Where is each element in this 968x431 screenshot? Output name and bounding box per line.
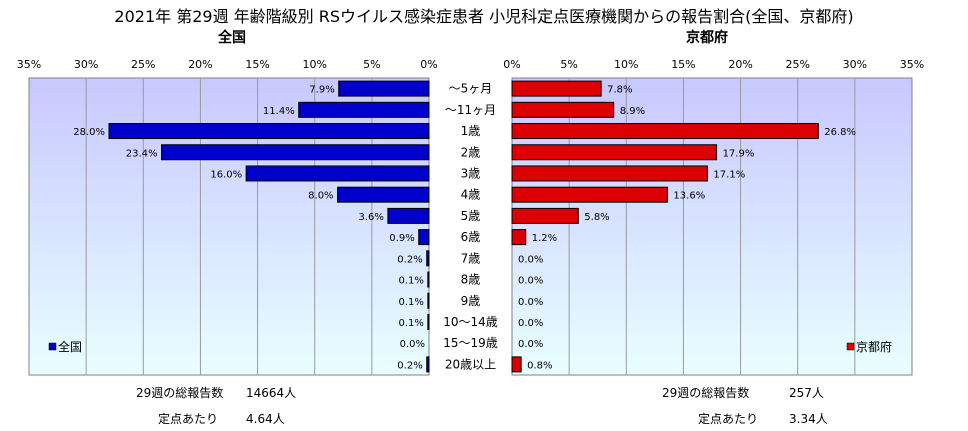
kyoto-value-label: 26.8% bbox=[824, 127, 856, 138]
category-label: 10～14歳 bbox=[443, 315, 498, 329]
kyoto-value-label: 0.0% bbox=[518, 276, 543, 287]
kyoto-bar bbox=[511, 356, 522, 373]
nation-value-label: 0.1% bbox=[398, 318, 423, 329]
kyoto-legend-label: 京都府 bbox=[856, 339, 892, 354]
kyoto-tick-label: 0% bbox=[503, 58, 520, 71]
nation-tick-label: 10% bbox=[302, 58, 326, 71]
kyoto-bar bbox=[511, 186, 668, 203]
nation-value-label: 3.6% bbox=[358, 212, 383, 223]
kyoto-per-value: 3.34人 bbox=[789, 412, 828, 426]
kyoto-value-label: 0.0% bbox=[518, 297, 543, 308]
category-label: ～5ヶ月 bbox=[449, 82, 493, 96]
nation-tick-label: 0% bbox=[420, 58, 437, 71]
nation-plot-area bbox=[28, 77, 430, 376]
nation-value-label: 7.9% bbox=[309, 85, 334, 96]
kyoto-value-label: 8.9% bbox=[620, 106, 645, 117]
nation-bar bbox=[108, 123, 430, 140]
category-label: 5歳 bbox=[461, 209, 481, 223]
kyoto-tick-label: 35% bbox=[900, 58, 924, 71]
nation-chart-title: 全国 bbox=[218, 30, 246, 46]
category-label: 4歳 bbox=[461, 188, 481, 202]
kyoto-tick-label: 15% bbox=[671, 58, 695, 71]
kyoto-value-label: 17.9% bbox=[723, 148, 755, 159]
nation-tick-label: 15% bbox=[245, 58, 269, 71]
kyoto-tick-label: 25% bbox=[785, 58, 809, 71]
kyoto-bar bbox=[511, 207, 579, 224]
nation-tick-label: 35% bbox=[17, 58, 41, 71]
nation-per-value: 4.64人 bbox=[246, 412, 285, 426]
kyoto-tick-label: 10% bbox=[614, 58, 638, 71]
nation-total-value: 14664人 bbox=[246, 386, 297, 400]
kyoto-value-label: 0.0% bbox=[518, 339, 543, 350]
kyoto-legend-swatch bbox=[846, 342, 855, 351]
nation-value-label: 0.9% bbox=[389, 233, 414, 244]
chart-title: 2021年 第29週 年齢階級別 RSウイルス感染症患者 小児科定点医療機関から… bbox=[114, 7, 854, 26]
nation-value-label: 0.0% bbox=[400, 339, 425, 350]
category-label: 2歳 bbox=[461, 145, 481, 159]
kyoto-value-label: 1.2% bbox=[532, 233, 557, 244]
category-label: 6歳 bbox=[461, 230, 481, 244]
nation-bar bbox=[426, 356, 430, 373]
nation-tick-label: 5% bbox=[363, 58, 380, 71]
kyoto-bar bbox=[511, 80, 602, 97]
nation-bar bbox=[298, 101, 430, 118]
kyoto-bar bbox=[511, 144, 718, 161]
nation-bar bbox=[427, 313, 430, 330]
nation-bar bbox=[245, 165, 430, 182]
kyoto-total-label: 29週の総報告数 bbox=[662, 386, 750, 400]
kyoto-per-label: 定点あたり bbox=[698, 412, 759, 426]
category-label: 1歳 bbox=[461, 124, 481, 138]
kyoto-plot-area bbox=[511, 77, 913, 376]
kyoto-tick-label: 5% bbox=[560, 58, 577, 71]
category-label: 20歳以上 bbox=[445, 357, 496, 371]
nation-legend-label: 全国 bbox=[58, 339, 82, 354]
category-label: 15～19歳 bbox=[443, 336, 498, 350]
nation-value-label: 0.1% bbox=[398, 297, 423, 308]
nation-tick-label: 25% bbox=[131, 58, 155, 71]
category-label: 7歳 bbox=[461, 251, 481, 265]
nation-bar bbox=[387, 207, 430, 224]
kyoto-value-label: 17.1% bbox=[713, 169, 745, 180]
kyoto-value-label: 7.8% bbox=[607, 85, 632, 96]
nation-value-label: 23.4% bbox=[126, 148, 158, 159]
nation-value-label: 0.1% bbox=[398, 276, 423, 287]
category-label: ～11ヶ月 bbox=[445, 103, 496, 117]
nation-value-label: 11.4% bbox=[263, 106, 295, 117]
kyoto-chart-title: 京都府 bbox=[686, 30, 728, 46]
kyoto-value-label: 0.0% bbox=[518, 254, 543, 265]
kyoto-value-label: 13.6% bbox=[673, 191, 705, 202]
nation-tick-label: 20% bbox=[188, 58, 212, 71]
kyoto-value-label: 0.8% bbox=[527, 360, 552, 371]
category-label: 3歳 bbox=[461, 166, 481, 180]
kyoto-bar bbox=[511, 101, 615, 118]
nation-value-label: 28.0% bbox=[73, 127, 105, 138]
kyoto-value-label: 0.0% bbox=[518, 318, 543, 329]
kyoto-total-value: 257人 bbox=[789, 386, 824, 400]
nation-value-label: 0.2% bbox=[397, 254, 422, 265]
nation-per-label: 定点あたり bbox=[158, 412, 219, 426]
nation-value-label: 8.0% bbox=[308, 191, 333, 202]
kyoto-tick-label: 20% bbox=[728, 58, 752, 71]
nation-bar bbox=[427, 271, 430, 288]
nation-value-label: 0.2% bbox=[397, 360, 422, 371]
kyoto-tick-label: 30% bbox=[843, 58, 867, 71]
nation-tick-label: 30% bbox=[74, 58, 98, 71]
category-label: 8歳 bbox=[461, 273, 481, 287]
nation-bar bbox=[426, 250, 430, 267]
nation-bar bbox=[337, 186, 430, 203]
nation-bar bbox=[427, 292, 430, 309]
nation-total-label: 29週の総報告数 bbox=[136, 386, 224, 400]
nation-bar bbox=[161, 144, 430, 161]
category-label: 9歳 bbox=[461, 294, 481, 308]
kyoto-bar bbox=[511, 123, 819, 140]
nation-legend-swatch bbox=[48, 342, 57, 351]
nation-bar bbox=[418, 229, 430, 246]
kyoto-value-label: 5.8% bbox=[584, 212, 609, 223]
kyoto-bar bbox=[511, 229, 527, 246]
kyoto-bar bbox=[511, 165, 708, 182]
nation-bar bbox=[338, 80, 430, 97]
nation-value-label: 16.0% bbox=[210, 169, 242, 180]
